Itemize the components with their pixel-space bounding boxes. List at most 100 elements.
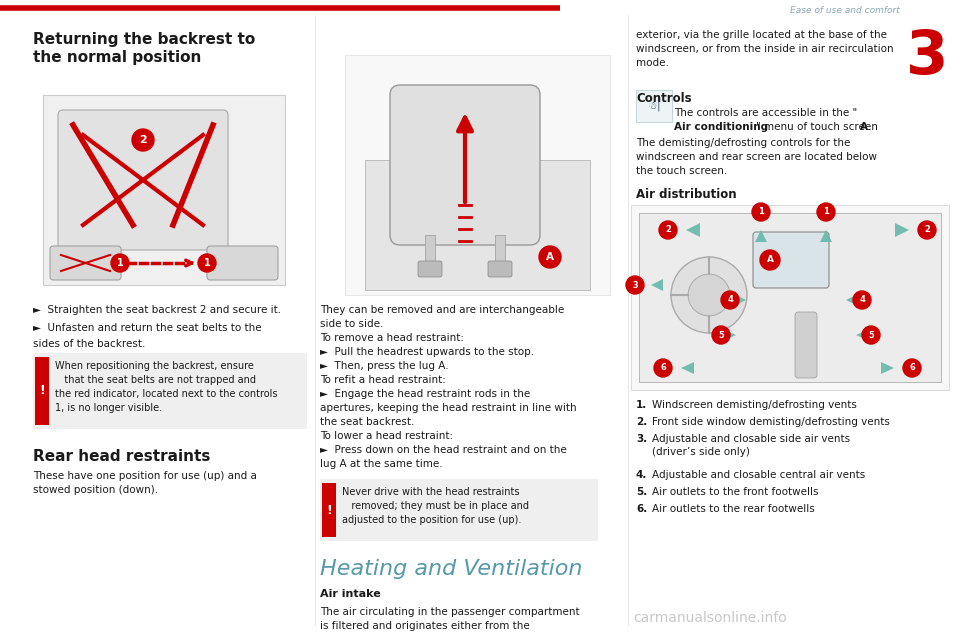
Text: ►  Press down on the head restraint and on the: ► Press down on the head restraint and o… — [320, 445, 566, 455]
Circle shape — [721, 291, 739, 309]
Text: Adjustable and closable central air vents: Adjustable and closable central air vent… — [652, 470, 865, 480]
Text: 3.: 3. — [636, 434, 647, 444]
Text: carmanualsonline.info: carmanualsonline.info — [634, 611, 787, 625]
Text: To refit a head restraint:: To refit a head restraint: — [320, 375, 445, 385]
Text: The controls are accessible in the ": The controls are accessible in the " — [674, 108, 857, 118]
FancyBboxPatch shape — [753, 232, 829, 288]
Text: " menu of touch screen: " menu of touch screen — [756, 122, 881, 132]
Text: When repositioning the backrest, ensure
   that the seat belts are not trapped a: When repositioning the backrest, ensure … — [55, 361, 277, 413]
Polygon shape — [881, 362, 894, 374]
Polygon shape — [639, 213, 941, 382]
Circle shape — [688, 274, 730, 316]
Text: the normal position: the normal position — [33, 50, 202, 65]
Polygon shape — [651, 279, 663, 291]
Polygon shape — [725, 330, 736, 340]
Polygon shape — [365, 160, 590, 290]
Text: A: A — [860, 122, 868, 132]
Circle shape — [862, 326, 880, 344]
Text: 5: 5 — [718, 330, 724, 339]
Text: Adjustable and closable side air vents
(driver’s side only): Adjustable and closable side air vents (… — [652, 434, 851, 457]
Text: Air outlets to the front footwells: Air outlets to the front footwells — [652, 487, 819, 497]
Text: A: A — [766, 255, 774, 264]
Circle shape — [918, 221, 936, 239]
Text: Air distribution: Air distribution — [636, 188, 736, 201]
Text: the seat backrest.: the seat backrest. — [320, 417, 415, 427]
Text: 2: 2 — [924, 225, 930, 234]
Text: !: ! — [39, 385, 45, 397]
Circle shape — [760, 250, 780, 270]
Text: 6: 6 — [660, 364, 666, 372]
Text: exterior, via the grille located at the base of the
windscreen, or from the insi: exterior, via the grille located at the … — [636, 30, 894, 68]
Text: 6: 6 — [909, 364, 915, 372]
Text: sides of the backrest.: sides of the backrest. — [33, 339, 145, 349]
Text: 2: 2 — [665, 225, 671, 234]
Text: They can be removed and are interchangeable: They can be removed and are interchangea… — [320, 305, 564, 315]
FancyBboxPatch shape — [425, 235, 435, 275]
Circle shape — [853, 291, 871, 309]
FancyBboxPatch shape — [322, 483, 336, 537]
Text: 2: 2 — [139, 135, 147, 145]
Text: ►  Then, press the lug A.: ► Then, press the lug A. — [320, 361, 448, 371]
Text: 3: 3 — [905, 28, 948, 87]
Text: 1: 1 — [823, 207, 828, 216]
Text: Ease of use and comfort: Ease of use and comfort — [790, 6, 900, 15]
Circle shape — [198, 254, 216, 272]
Text: Rear head restraints: Rear head restraints — [33, 449, 210, 464]
Polygon shape — [734, 294, 746, 306]
Text: apertures, keeping the head restraint in line with: apertures, keeping the head restraint in… — [320, 403, 577, 413]
Circle shape — [903, 359, 921, 377]
Circle shape — [626, 276, 644, 294]
Text: 1: 1 — [116, 258, 124, 268]
Text: 5.: 5. — [636, 487, 647, 497]
Text: 5: 5 — [868, 330, 874, 339]
FancyBboxPatch shape — [418, 261, 442, 277]
Text: The air circulating in the passenger compartment
is filtered and originates eith: The air circulating in the passenger com… — [320, 607, 580, 631]
FancyBboxPatch shape — [495, 235, 505, 275]
Polygon shape — [856, 330, 867, 340]
FancyBboxPatch shape — [345, 55, 610, 295]
Text: Controls: Controls — [636, 92, 691, 105]
Polygon shape — [895, 223, 909, 237]
FancyBboxPatch shape — [488, 261, 512, 277]
Text: ►  Unfasten and return the seat belts to the: ► Unfasten and return the seat belts to … — [33, 323, 262, 333]
Text: 4: 4 — [727, 296, 732, 305]
Text: Windscreen demisting/defrosting vents: Windscreen demisting/defrosting vents — [652, 400, 857, 410]
Circle shape — [671, 257, 747, 333]
Text: ►  Pull the headrest upwards to the stop.: ► Pull the headrest upwards to the stop. — [320, 347, 534, 357]
Text: ☃|: ☃| — [647, 100, 660, 112]
Text: The demisting/defrosting controls for the
windscreen and rear screen are located: The demisting/defrosting controls for th… — [636, 138, 877, 176]
Text: side to side.: side to side. — [320, 319, 383, 329]
Text: These have one position for use (up) and a
stowed position (down).: These have one position for use (up) and… — [33, 471, 257, 495]
FancyBboxPatch shape — [795, 312, 817, 378]
FancyBboxPatch shape — [33, 353, 307, 429]
Text: 4: 4 — [859, 296, 865, 305]
FancyBboxPatch shape — [50, 246, 121, 280]
Text: Returning the backrest to: Returning the backrest to — [33, 32, 255, 47]
Circle shape — [752, 203, 770, 221]
Text: .: . — [868, 122, 872, 132]
Text: To lower a head restraint:: To lower a head restraint: — [320, 431, 453, 441]
Text: Front side window demisting/defrosting vents: Front side window demisting/defrosting v… — [652, 417, 890, 427]
Text: ►  Straighten the seat backrest 2 and secure it.: ► Straighten the seat backrest 2 and sec… — [33, 305, 281, 315]
Polygon shape — [686, 223, 700, 237]
Text: 1.: 1. — [636, 400, 647, 410]
Circle shape — [539, 246, 561, 268]
Text: 6.: 6. — [636, 504, 647, 514]
Text: 1: 1 — [758, 207, 764, 216]
Text: Air intake: Air intake — [320, 589, 381, 599]
FancyBboxPatch shape — [636, 90, 672, 122]
Text: Air outlets to the rear footwells: Air outlets to the rear footwells — [652, 504, 815, 514]
FancyBboxPatch shape — [320, 479, 598, 541]
Polygon shape — [820, 230, 832, 242]
Text: ►  Engage the head restraint rods in the: ► Engage the head restraint rods in the — [320, 389, 530, 399]
FancyBboxPatch shape — [35, 357, 49, 425]
Circle shape — [111, 254, 129, 272]
Polygon shape — [755, 230, 767, 242]
Text: 3: 3 — [632, 280, 637, 289]
Circle shape — [654, 359, 672, 377]
Text: !: ! — [326, 504, 332, 516]
Polygon shape — [681, 362, 694, 374]
Circle shape — [132, 129, 154, 151]
FancyBboxPatch shape — [390, 85, 540, 245]
Text: A: A — [546, 252, 554, 262]
